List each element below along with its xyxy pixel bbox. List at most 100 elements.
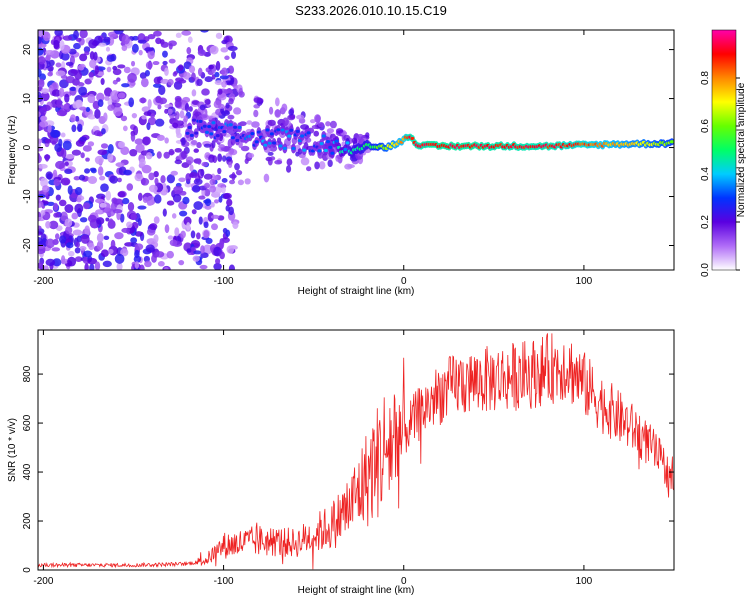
noise-blob — [52, 258, 62, 267]
noise-blob — [120, 248, 129, 257]
noise-blob — [327, 159, 333, 168]
noise-blob — [117, 64, 126, 69]
colorbar-frame — [711, 29, 737, 271]
noise-blob — [134, 261, 140, 269]
noise-blob — [203, 230, 210, 238]
noise-blob — [174, 100, 182, 108]
noise-blob — [145, 61, 153, 70]
colorbar-tick-label: 0.8 — [700, 71, 711, 85]
noise-blob — [300, 157, 310, 166]
noise-blob — [78, 174, 86, 181]
noise-blob — [196, 232, 201, 240]
noise-blob — [204, 182, 211, 189]
noise-blob — [146, 122, 151, 131]
noise-blob — [233, 107, 242, 115]
noise-blob — [174, 147, 182, 153]
noise-blob — [134, 231, 143, 237]
noise-blob — [172, 193, 182, 203]
noise-blob — [138, 49, 143, 56]
noise-blob — [174, 95, 182, 102]
noise-blob — [127, 72, 137, 83]
noise-blob — [140, 178, 150, 186]
noise-blob — [188, 65, 196, 74]
noise-blob — [193, 201, 203, 210]
noise-blob — [85, 106, 91, 113]
noise-blob — [59, 235, 67, 244]
noise-blob — [182, 96, 191, 103]
noise-blob — [186, 47, 192, 55]
noise-blob — [224, 80, 234, 86]
noise-blob — [203, 143, 212, 148]
noise-blob — [160, 41, 169, 48]
noise-blob — [80, 152, 85, 159]
noise-blob — [205, 237, 213, 244]
spectrogram-x-label: Height of straight line (km) — [298, 286, 415, 297]
noise-blob — [130, 132, 136, 142]
noise-blob — [84, 51, 90, 56]
noise-blob — [197, 67, 203, 77]
noise-blob — [164, 67, 169, 77]
noise-blob — [134, 173, 144, 182]
noise-blob — [200, 168, 205, 177]
noise-blob — [96, 240, 104, 251]
noise-blob — [100, 249, 109, 257]
noise-blob — [166, 174, 176, 184]
ridge-mark — [669, 140, 674, 144]
noise-blob — [204, 76, 213, 83]
noise-blob — [121, 197, 130, 205]
noise-blob — [171, 213, 177, 219]
noise-blob — [181, 137, 186, 146]
noise-blob — [107, 104, 115, 111]
noise-blob — [295, 151, 300, 157]
ridge-mark — [198, 119, 203, 124]
noise-blob — [178, 177, 186, 183]
spectrogram-y-label: Frequency (Hz) — [7, 116, 18, 185]
noise-blob — [123, 169, 132, 176]
noise-blob — [65, 61, 74, 66]
noise-blob — [317, 121, 325, 128]
ridge-mark — [302, 148, 307, 152]
ridge-mark — [207, 124, 212, 129]
noise-blob — [168, 58, 176, 64]
noise-blob — [219, 251, 225, 260]
noise-blob — [189, 171, 198, 179]
noise-blob — [267, 119, 276, 127]
noise-blob — [347, 164, 355, 169]
noise-blob — [112, 79, 118, 85]
noise-blob — [94, 108, 101, 119]
noise-blob — [166, 250, 175, 259]
y-tick-label: 200 — [22, 512, 33, 529]
noise-blob — [274, 159, 283, 165]
noise-blob — [121, 44, 128, 52]
noise-blob — [133, 125, 139, 136]
noise-blob — [45, 154, 50, 162]
noise-blob — [96, 232, 104, 243]
noise-blob — [184, 103, 190, 112]
noise-blob — [221, 178, 228, 183]
noise-blob — [82, 145, 92, 152]
noise-blob — [127, 202, 135, 212]
noise-blob — [89, 263, 95, 270]
noise-blob — [74, 247, 81, 254]
ridge-mark — [295, 129, 300, 133]
noise-blob — [225, 102, 230, 109]
noise-blob — [181, 30, 192, 36]
noise-blob — [60, 211, 68, 222]
noise-blob — [115, 162, 125, 168]
noise-blob — [286, 158, 293, 166]
noise-blob — [65, 226, 73, 235]
noise-blob — [191, 89, 197, 97]
y-tick-label: -20 — [22, 238, 33, 253]
noise-blob — [228, 264, 235, 270]
noise-blob — [231, 172, 236, 181]
noise-blob — [253, 97, 263, 103]
noise-blob — [131, 43, 139, 53]
ridge-mark — [291, 146, 296, 151]
noise-blob — [62, 35, 73, 41]
noise-blob — [193, 250, 202, 255]
ridge-mark — [211, 121, 216, 125]
noise-blob — [101, 128, 106, 135]
figure-title: S233.2026.010.10.15.C19 — [295, 3, 447, 18]
colorbar-tick-label: 0.4 — [700, 167, 711, 181]
